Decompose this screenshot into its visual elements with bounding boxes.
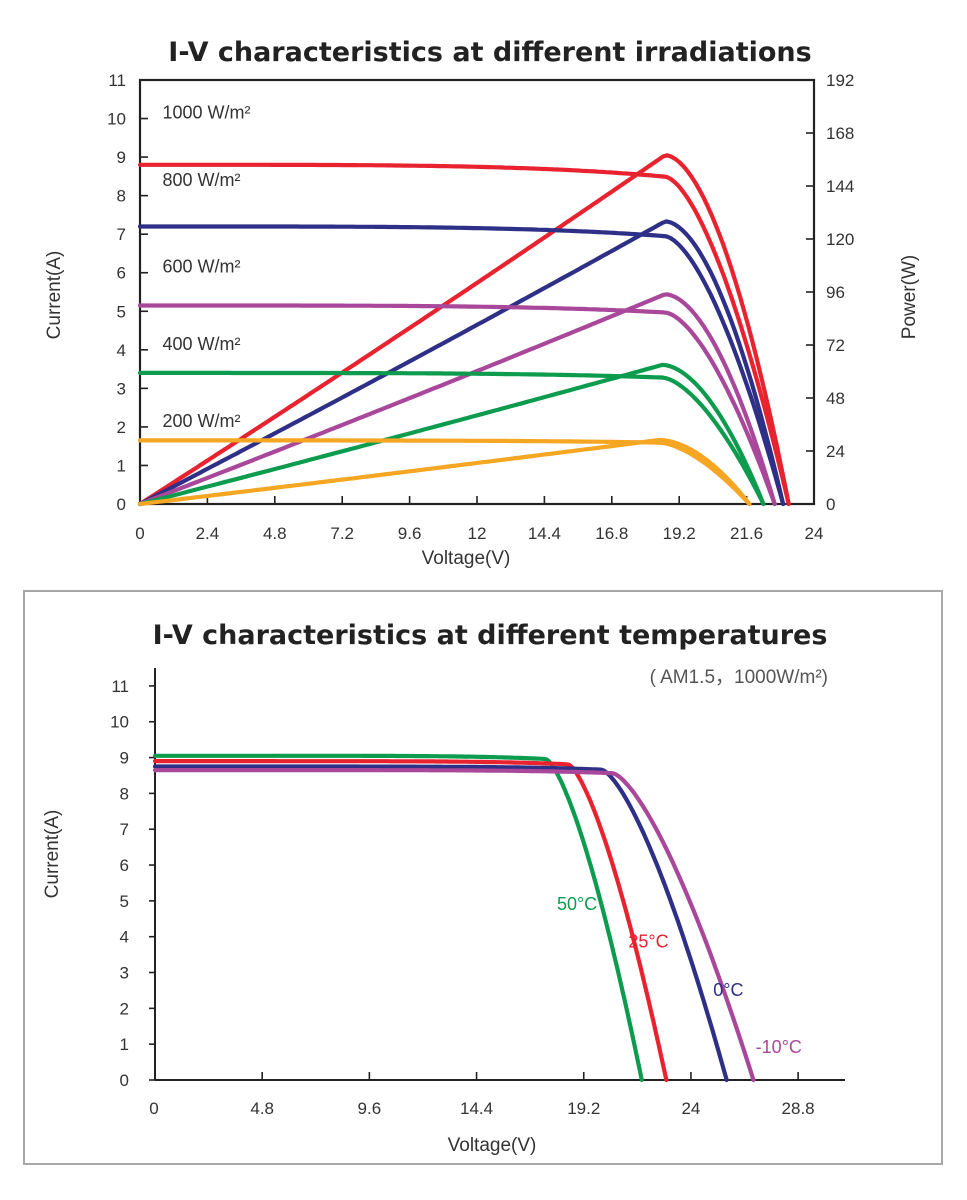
- chart1-x-tick-label: 14.4: [528, 524, 561, 543]
- chart1-x-tick-label: 7.2: [330, 524, 354, 543]
- chart1-x-tick-label: 4.8: [263, 524, 287, 543]
- chart2-y-tick-label: 8: [120, 784, 129, 803]
- chart1-y2-tick-label: 96: [826, 283, 845, 302]
- chart2-x-tick-label: 24: [681, 1099, 700, 1118]
- chart2-panel: [23, 590, 943, 1165]
- chart1-y-tick-label: 11: [108, 71, 126, 90]
- chart1-power-curve-400-w-m-: [137, 362, 766, 507]
- chart1-y-axis-label: Current(A): [44, 251, 65, 340]
- chart2-y-tick-label: 7: [120, 820, 129, 839]
- chart1-current-curve-200-w-m-: [137, 438, 752, 507]
- chart2-label-50-c: 50°C: [557, 894, 597, 914]
- chart2-subtitle: ( AM1.5，1000W/m²): [650, 667, 828, 688]
- chart2-label-25-c: 25°C: [628, 931, 668, 951]
- chart1-x-tick-label: 0: [135, 524, 144, 543]
- chart2-x-tick-label: 19.2: [567, 1099, 600, 1118]
- chart2-curve-25-c: [152, 759, 669, 1083]
- chart1-y2-tick-label: 120: [826, 230, 854, 249]
- chart1-label-1000-w-m-: 1000 W/m²: [162, 103, 250, 123]
- chart1-y2-tick-label: 48: [826, 389, 845, 408]
- chart1-y-tick-label: 7: [117, 225, 126, 244]
- chart1-x-tick-label: 16.8: [595, 524, 628, 543]
- chart1-power-curve-1000-w-m-: [137, 153, 791, 507]
- chart1-current-curve-1000-w-m-: [137, 162, 791, 507]
- chart1-power-curve-800-w-m-: [137, 219, 786, 507]
- chart2-label-10-c: -10°C: [756, 1037, 802, 1057]
- chart1-current-curve-600-w-m-: [137, 303, 777, 507]
- chart2-y-axis-label: Current(A): [42, 810, 63, 899]
- chart1-y2-tick-label: 144: [826, 177, 854, 196]
- chart2-series: [152, 753, 756, 1083]
- chart1-y-tick-label: 3: [117, 379, 126, 398]
- chart2-series-labels: 50°C 25°C 0°C -10°C: [557, 894, 802, 1057]
- chart2-y-tick-label: 10: [110, 713, 129, 732]
- chart1-x-tick-label: 2.4: [196, 524, 220, 543]
- chart1-y-tick-label: 0: [117, 495, 126, 514]
- chart2-x-axis-label: Voltage(V): [448, 1135, 537, 1156]
- chart1-x-tick-label: 9.6: [398, 524, 422, 543]
- chart1-current-curve-400-w-m-: [137, 370, 766, 507]
- chart1-y-tick-label: 6: [117, 264, 126, 283]
- chart1-y-tick-label: 5: [117, 302, 126, 321]
- chart2-y-tick-label: 11: [111, 677, 129, 696]
- chart2-ticks: 0 4.8 9.6 14.4 19.2 24 28.8 0 1 2 3 4 5 6 7 8 9 10 11: [110, 677, 815, 1118]
- chart2-x-tick-label: 0: [149, 1099, 158, 1118]
- chart1-y2-tick-label: 192: [826, 71, 854, 90]
- chart2-label-0-c: 0°C: [713, 980, 743, 1000]
- chart1-y-tick-label: 2: [117, 418, 126, 437]
- chart1-x-tick-label: 19.2: [663, 524, 696, 543]
- chart1-label-600-w-m-: 600 W/m²: [162, 257, 240, 277]
- chart1-y2-tick-label: 168: [826, 124, 854, 143]
- chart1-current-curve-800-w-m-: [137, 224, 786, 507]
- chart2-x-tick-label: 4.8: [250, 1099, 274, 1118]
- chart1-y2-tick-label: 0: [826, 495, 835, 514]
- chart2-y-tick-label: 4: [120, 928, 129, 947]
- chart1-ticks: 0 2.4 4.8 7.2 9.6 12 14.4 16.8 19.2 21.6 240123456…: [107, 71, 854, 543]
- chart2-y-tick-label: 2: [120, 999, 129, 1018]
- chart1-y2-tick-label: 72: [826, 336, 845, 355]
- chart2-y-tick-label: 0: [120, 1071, 129, 1090]
- irradiation-chart: I-V characteristics at different irradia…: [44, 37, 920, 569]
- chart1-x-axis-label: Voltage(V): [422, 548, 511, 569]
- chart1-power-curve-200-w-m-: [137, 437, 752, 507]
- chart1-label-400-w-m-: 400 W/m²: [162, 334, 240, 354]
- chart2-x-tick-label: 14.4: [460, 1099, 493, 1118]
- chart1-y-tick-label: 4: [117, 341, 126, 360]
- chart2-y-tick-label: 5: [120, 892, 129, 911]
- temperature-chart: I-V characteristics at different tempera…: [42, 620, 845, 1156]
- chart1-x-tick-label: 12: [468, 524, 487, 543]
- chart1-y-tick-label: 9: [117, 148, 126, 167]
- chart1-series: [137, 153, 791, 507]
- chart1-y-tick-label: 10: [107, 110, 126, 129]
- chart2-y-tick-label: 6: [120, 856, 129, 875]
- chart1-y-tick-label: 1: [117, 456, 126, 475]
- chart1-power-curve-600-w-m-: [137, 292, 777, 507]
- chart2-curve-10-c: [152, 768, 756, 1083]
- chart2-curve-50-c: [152, 753, 644, 1083]
- chart1-x-tick-label: 24: [805, 524, 824, 543]
- chart2-y-tick-label: 3: [120, 964, 129, 983]
- chart1-x-tick-label: 21.6: [730, 524, 763, 543]
- chart2-y-tick-label: 9: [120, 749, 129, 768]
- chart2-y-tick-label: 1: [120, 1035, 129, 1054]
- chart1-label-800-w-m-: 800 W/m²: [162, 170, 240, 190]
- chart1-y2-axis-label: Power(W): [899, 255, 920, 339]
- chart2-title: I-V characteristics at different tempera…: [153, 620, 828, 651]
- chart2-curve-0-c: [152, 764, 729, 1083]
- chart1-y-tick-label: 8: [117, 187, 126, 206]
- chart2-x-tick-label: 9.6: [358, 1099, 382, 1118]
- chart1-y2-tick-label: 24: [826, 442, 845, 461]
- chart1-title: I-V characteristics at different irradia…: [168, 37, 811, 68]
- chart1-series-labels: 1000 W/m² 800 W/m² 600 W/m² 400 W/m² 200 W/m…: [162, 103, 250, 431]
- chart2-x-tick-label: 28.8: [782, 1099, 815, 1118]
- chart1-label-200-w-m-: 200 W/m²: [162, 411, 240, 431]
